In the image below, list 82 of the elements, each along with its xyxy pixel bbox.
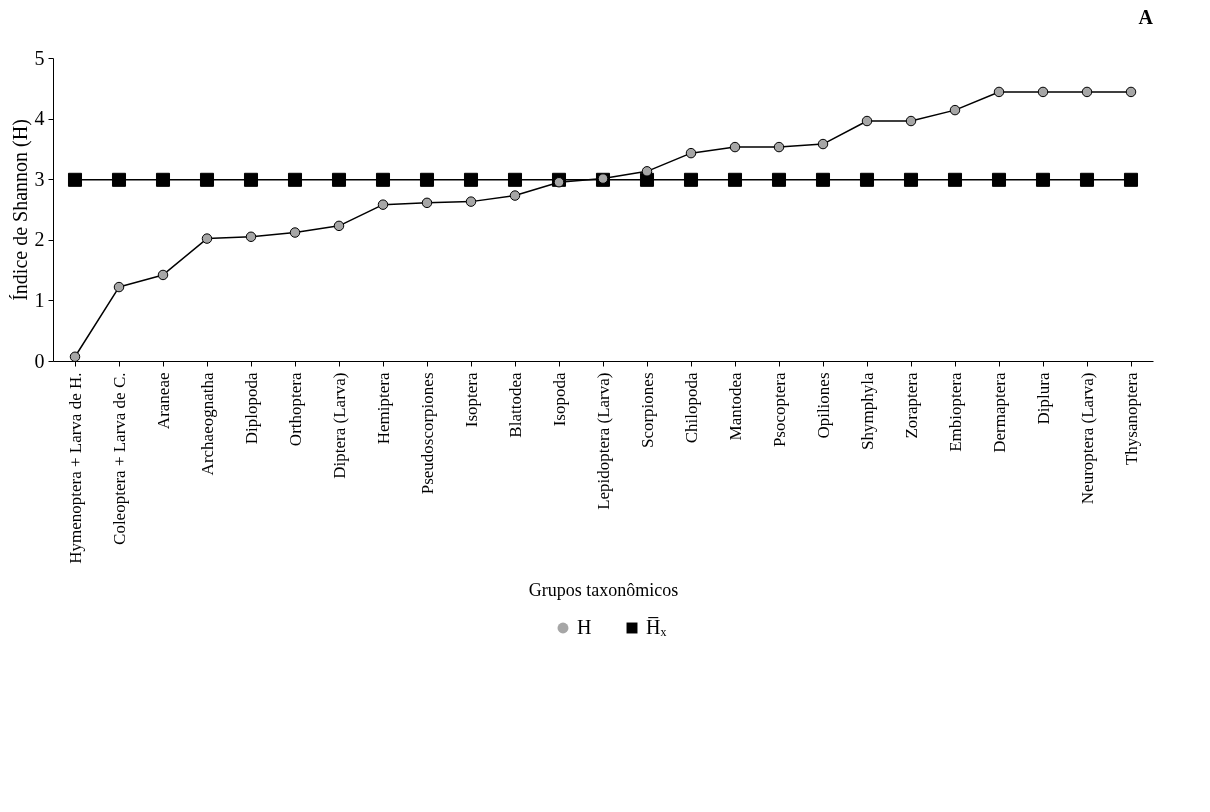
y-tick-label: 2 [34,228,45,251]
point [859,172,875,187]
x-axis-title: Grupos taxonômicos [528,579,679,600]
y-tick-label: 0 [34,349,45,372]
point [685,147,697,159]
point [903,172,919,187]
point [727,172,743,187]
point [245,231,257,242]
point [201,233,213,244]
x-tick-label: Embioptera [945,372,965,452]
point [419,172,435,187]
point [947,172,963,187]
point [729,141,741,153]
point [463,172,479,187]
x-tick-label: Thysanoptera [1121,372,1141,466]
point [1079,172,1095,187]
text: A [1138,6,1154,28]
x-tick-label: Scorpiones [637,372,657,449]
point [773,141,785,153]
y-tick-label: 3 [34,167,45,190]
x-tick-label: Dermaptera [989,372,1009,453]
point [199,172,215,187]
point [287,172,303,187]
x-tick-label: Diplopoda [241,372,261,445]
point [553,177,565,188]
point [333,220,345,232]
point [375,172,391,187]
x-tick-label: Hymenoptera + Larva de H. [65,372,85,564]
point [509,190,521,201]
point [111,172,127,187]
point [157,269,169,281]
x-tick-label: Araneae [153,372,173,430]
y-tick-label: 5 [34,46,45,69]
point [991,172,1007,187]
point [949,104,961,116]
x-tick-label: Diplura [1033,372,1053,425]
x-tick-label: Psocoptera [769,372,789,448]
point [67,172,83,187]
point [377,199,389,210]
x-tick-label: Blattodea [505,372,525,438]
point [771,172,787,187]
point [683,172,699,187]
y-tick-label: 1 [34,288,45,311]
x-tick-label: Neuroptera (Larva) [1077,372,1097,505]
point [289,227,301,238]
point [993,86,1005,98]
point [1035,172,1051,187]
point [1037,86,1049,98]
x-tick-label: Isopoda [549,372,569,427]
point [331,172,347,187]
x-tick-label: Orthoptera [285,372,305,447]
x-tick-label: Shymphyla [857,372,877,450]
point [815,172,831,187]
x-tick-label: Lepidoptera (Larva) [593,372,613,510]
x-tick-label: Hemiptera [373,372,393,445]
point [905,115,917,127]
x-tick-label: Zoraptera [901,372,921,439]
point [1123,172,1139,187]
point [421,197,433,209]
x-tick-label: Diptera (Larva) [329,372,349,479]
point [861,115,873,127]
x-tick-label: Coleoptera + Larva de C. [109,372,129,545]
x-tick-label: Archaeognatha [197,372,217,476]
x-tick-label: Mantodea [725,372,745,441]
legend-label: H [577,616,592,638]
point [1081,86,1093,98]
x-tick-label: Pseudoscorpiones [417,372,437,495]
y-tick-label: 4 [34,107,45,130]
point [507,172,523,187]
point [817,138,829,150]
point [1125,86,1137,98]
point [155,172,171,187]
x-tick-label: Chilopoda [681,372,701,444]
point [465,196,477,207]
point [641,166,653,177]
point [113,281,125,293]
y-axis-title: Índice de Shannon (H) [8,119,32,301]
x-tick-label: Isoptera [461,372,481,428]
point [69,351,81,362]
x-tick-label: Opiliones [813,372,833,439]
legend-label: H̅ₓ [646,616,667,638]
point [243,172,259,187]
